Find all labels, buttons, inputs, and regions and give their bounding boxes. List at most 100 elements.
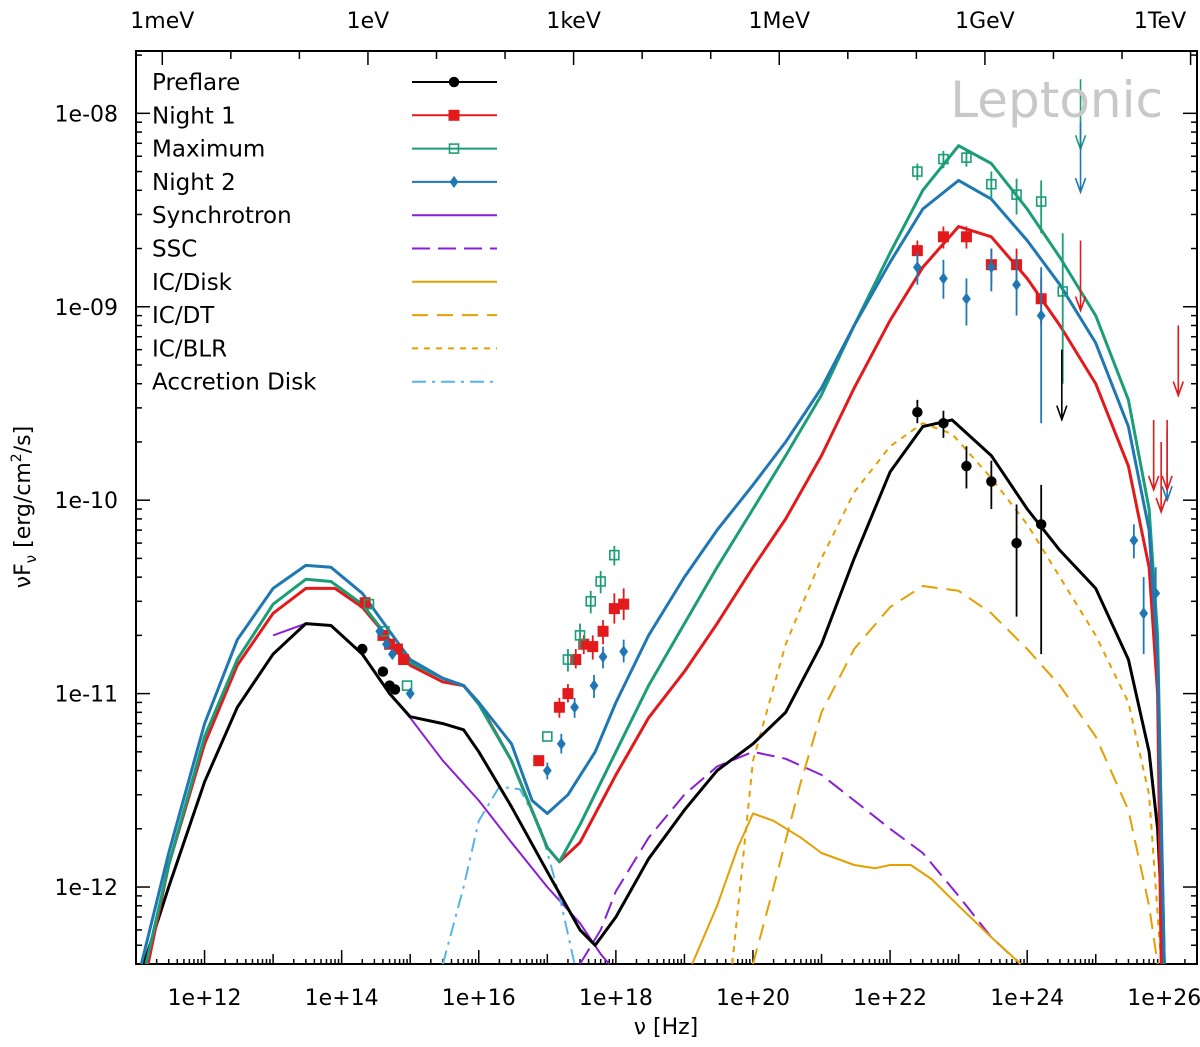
legend-label-maximum: Maximum [152, 137, 265, 163]
point-maximum [912, 166, 923, 177]
upper-limit-night-1 [1155, 441, 1167, 515]
axis-ticks [135, 51, 1197, 965]
point-night-1 [597, 625, 609, 637]
upper-limit-night-1 [1172, 325, 1185, 398]
point-night-1 [562, 688, 574, 700]
top-tick-label: 1keV [546, 9, 601, 34]
point-maximum [574, 630, 586, 641]
legend-label-ic-blr: IC/BLR [152, 336, 227, 362]
point-night-1 [937, 231, 949, 243]
chart-title: Leptonic [950, 71, 1163, 129]
data-points [357, 149, 1161, 780]
point-maximum [1057, 286, 1069, 297]
model-curves [139, 144, 1166, 965]
legend-label-synchrotron: Synchrotron [152, 203, 292, 229]
legend-marker-night-2 [449, 175, 459, 188]
top-tick-label: 1TeV [1134, 9, 1186, 34]
point-night-1 [391, 643, 403, 655]
point-maximum [542, 731, 553, 742]
top-tick-label: 1meV [130, 9, 194, 34]
point-night-2 [556, 737, 566, 750]
x-tick-label: 1e+16 [442, 986, 516, 1011]
legend-marker-preflare [448, 76, 460, 88]
point-preflare [1011, 537, 1022, 549]
legend-label-ssc: SSC [152, 237, 197, 263]
curve-maximum-model [144, 144, 1166, 965]
point-night-2 [912, 261, 922, 274]
y-axis-label: νFν [erg/cm2/s] [9, 426, 40, 588]
x-tick-label: 1e+26 [1127, 986, 1200, 1011]
legend-label-ic-dt: IC/DT [152, 303, 215, 329]
point-night-2 [962, 292, 971, 305]
legend-label-preflare: Preflare [152, 70, 240, 96]
point-preflare [938, 417, 949, 429]
upper-limits [1056, 79, 1185, 515]
top-tick-label: 1GeV [955, 9, 1015, 34]
x-tick-label: 1e+14 [305, 986, 379, 1011]
top-energy-labels: 1meV 1eV 1keV 1MeV 1GeV 1TeV [130, 9, 1186, 34]
upper-limit-night-1 [1074, 240, 1087, 313]
point-maximum [585, 596, 597, 607]
curve-night-1-model [146, 225, 1163, 965]
point-night-2 [598, 650, 608, 663]
point-night-1 [608, 603, 620, 615]
point-preflare [1035, 519, 1047, 530]
point-night-2 [570, 701, 579, 714]
point-night-2 [388, 648, 397, 661]
point-night-2 [1151, 587, 1161, 600]
point-night-2 [405, 687, 415, 700]
y-tick-label: 1e-08 [55, 102, 118, 127]
y-tick-label: 1e-11 [55, 683, 118, 708]
x-tick-labels: 1e+12 1e+14 1e+16 1e+18 1e+20 1e+22 1e+24 1e+26 [168, 986, 1200, 1011]
legend-label-night-1: Night 1 [152, 103, 236, 129]
curve-night-2-model [139, 178, 1166, 965]
curve-ic-dt [752, 585, 1159, 965]
point-maximum [609, 549, 620, 561]
curve-ssc [579, 750, 1022, 965]
point-maximum [1035, 196, 1047, 207]
y-label-units-sup: 2 [9, 453, 25, 462]
point-night-1 [618, 598, 630, 610]
point-night-2 [939, 272, 948, 285]
x-tick-label: 1e+22 [853, 986, 927, 1011]
point-preflare [389, 684, 401, 695]
point-night-2 [542, 764, 552, 777]
point-night-2 [1036, 309, 1046, 322]
point-preflare [912, 406, 923, 418]
point-maximum [595, 576, 606, 587]
legend-marker-night-1 [448, 109, 460, 121]
y-label-main: νF [11, 563, 36, 588]
y-tick-label: 1e-10 [55, 489, 118, 514]
point-night-1 [533, 755, 545, 767]
point-night-2 [589, 679, 599, 692]
y-tick-labels: 1e-12 1e-11 1e-10 1e-09 1e-08 [55, 102, 118, 901]
legend: Preflare Night 1 Maximum Night 2 Synchrotron… [152, 70, 497, 396]
x-tick-label: 1e+18 [579, 986, 653, 1011]
y-tick-label: 1e-12 [55, 876, 118, 901]
point-preflare [986, 476, 997, 487]
point-night-2 [382, 638, 391, 651]
point-maximum [363, 598, 375, 610]
point-maximum [961, 152, 972, 163]
legend-label-accretion-disk: Accretion Disk [152, 370, 317, 396]
x-tick-label: 1e+20 [716, 986, 790, 1011]
upper-limit-preflare [1056, 349, 1068, 423]
y-label-units-prefix: [erg/cm [11, 462, 36, 555]
plot-frame [135, 50, 1198, 965]
point-night-1 [587, 641, 599, 653]
point-night-1 [553, 701, 565, 713]
curve-ic-disk [691, 812, 1022, 965]
top-tick-label: 1MeV [748, 9, 810, 34]
point-night-1 [960, 231, 972, 243]
point-night-2 [375, 625, 385, 638]
point-night-1 [911, 245, 923, 257]
point-maximum [401, 680, 413, 691]
point-night-2 [1129, 534, 1139, 547]
point-maximum [986, 178, 997, 190]
point-night-2 [1012, 278, 1021, 291]
point-maximum [1011, 189, 1022, 200]
point-preflare [377, 666, 389, 677]
y-label-sub: ν [22, 555, 40, 563]
y-label-units-suffix: /s] [11, 426, 36, 453]
legend-label-night-2: Night 2 [152, 170, 236, 196]
